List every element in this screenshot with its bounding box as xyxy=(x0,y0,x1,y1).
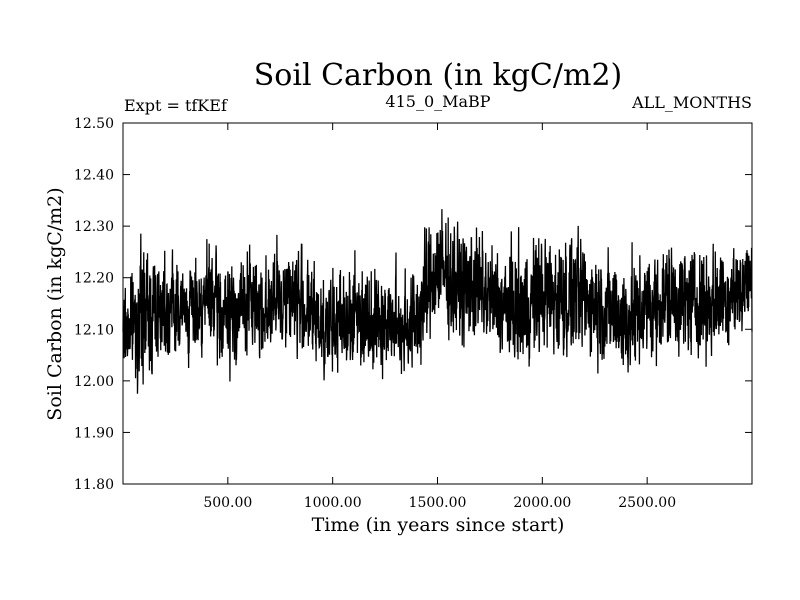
y-tick-label: 12.30 xyxy=(74,219,114,235)
period-label: 415_0_MaBP xyxy=(385,92,490,111)
x-axis: 500.00 1000.00 1500.00 2000.00 2500.00 xyxy=(203,123,676,511)
x-tick-label: 2000.00 xyxy=(513,495,571,511)
x-axis-label: Time (in years since start) xyxy=(312,514,565,536)
y-tick-label: 11.80 xyxy=(74,477,114,493)
x-tick-label: 500.00 xyxy=(203,495,252,511)
x-tick-label: 2500.00 xyxy=(618,495,676,511)
y-axis: 11.80 11.90 12.00 12.10 12.20 12.30 12.40 12.50 xyxy=(74,116,752,493)
months-label: ALL_MONTHS xyxy=(631,93,752,112)
experiment-label: Expt = tfKEf xyxy=(124,96,228,115)
y-tick-label: 12.50 xyxy=(74,116,114,132)
soil-carbon-series-line xyxy=(122,209,753,394)
data-series xyxy=(122,209,753,394)
chart-title: Soil Carbon (in kgC/m2) xyxy=(254,58,622,93)
y-tick-label: 11.90 xyxy=(74,425,114,441)
x-tick-label: 1500.00 xyxy=(409,495,467,511)
y-tick-label: 12.10 xyxy=(74,322,114,338)
y-tick-label: 12.20 xyxy=(74,271,114,287)
y-tick-label: 12.00 xyxy=(74,374,114,390)
y-axis-label: Soil Carbon (in kgC/m2) xyxy=(44,187,66,420)
y-tick-label: 12.40 xyxy=(74,168,114,184)
x-tick-label: 1000.00 xyxy=(304,495,362,511)
